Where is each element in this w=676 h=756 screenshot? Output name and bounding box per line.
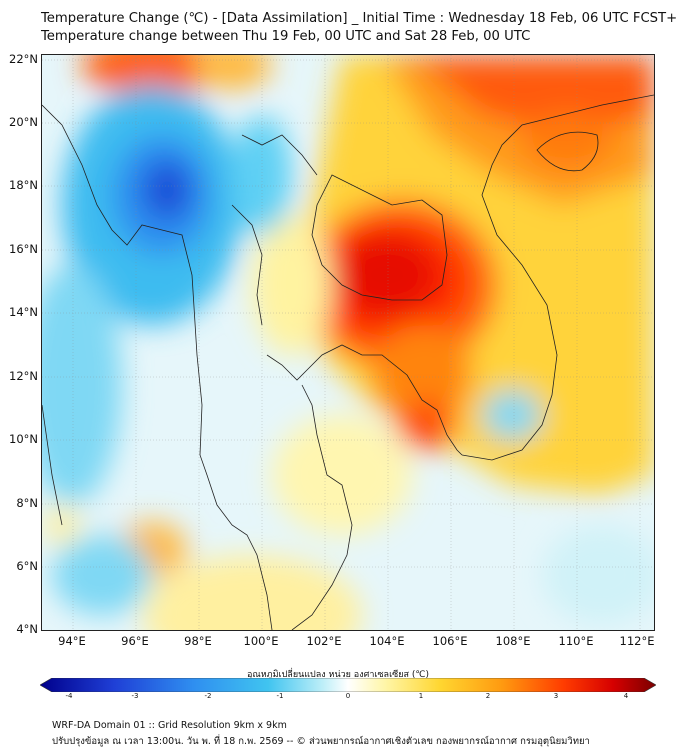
lat-tick-label: 4°N (16, 622, 38, 636)
colorbar-tick: -4 (65, 692, 73, 700)
lat-tick-label: 16°N (9, 242, 38, 256)
lat-tick-label: 12°N (9, 369, 38, 383)
graticule (42, 55, 654, 630)
lon-tick-label: 102°E (306, 634, 342, 648)
coastlines (42, 94, 654, 630)
lat-tick-label: 18°N (9, 178, 38, 192)
colorbar-tick: 3 (553, 692, 559, 700)
colorbar-tick: -2 (204, 692, 212, 700)
lat-tick-label: 8°N (16, 496, 38, 510)
lon-tick-label: 110°E (558, 634, 594, 648)
lon-tick-label: 98°E (184, 634, 212, 648)
footer-credit: ปรับปรุงข้อมูล ณ เวลา 13:00น. วัน พ. ที่… (52, 736, 590, 747)
temperature-change-map (41, 54, 655, 631)
chart-title: Temperature Change (℃) - [Data Assimilat… (41, 11, 676, 26)
lon-tick-label: 104°E (369, 634, 405, 648)
lon-tick-label: 100°E (243, 634, 279, 648)
colorbar-title: อุณหภูมิเปลี่ยนแปลง หน่วย องศาเซลเซียส (… (246, 670, 430, 680)
colorbar-tick: 2 (485, 692, 491, 700)
lat-tick-label: 14°N (9, 305, 38, 319)
footer-domain-info: WRF-DA Domain 01 :: Grid Resolution 9km … (52, 720, 287, 731)
colorbar-tick: 0 (345, 692, 351, 700)
lat-tick-label: 22°N (9, 52, 38, 66)
colorbar-tick: -1 (276, 692, 284, 700)
lon-tick-label: 96°E (121, 634, 149, 648)
colorbar-tick: 1 (418, 692, 424, 700)
colorbar-tick: 4 (623, 692, 629, 700)
lon-tick-label: 106°E (432, 634, 468, 648)
lat-tick-label: 6°N (16, 559, 38, 573)
lon-tick-label: 108°E (495, 634, 531, 648)
lon-tick-label: 94°E (58, 634, 86, 648)
lon-tick-label: 112°E (619, 634, 655, 648)
colorbar-tick: -3 (131, 692, 139, 700)
lat-tick-label: 20°N (9, 115, 38, 129)
colorbar (40, 678, 656, 692)
lat-tick-label: 10°N (9, 432, 38, 446)
chart-subtitle: Temperature change between Thu 19 Feb, 0… (41, 29, 531, 44)
